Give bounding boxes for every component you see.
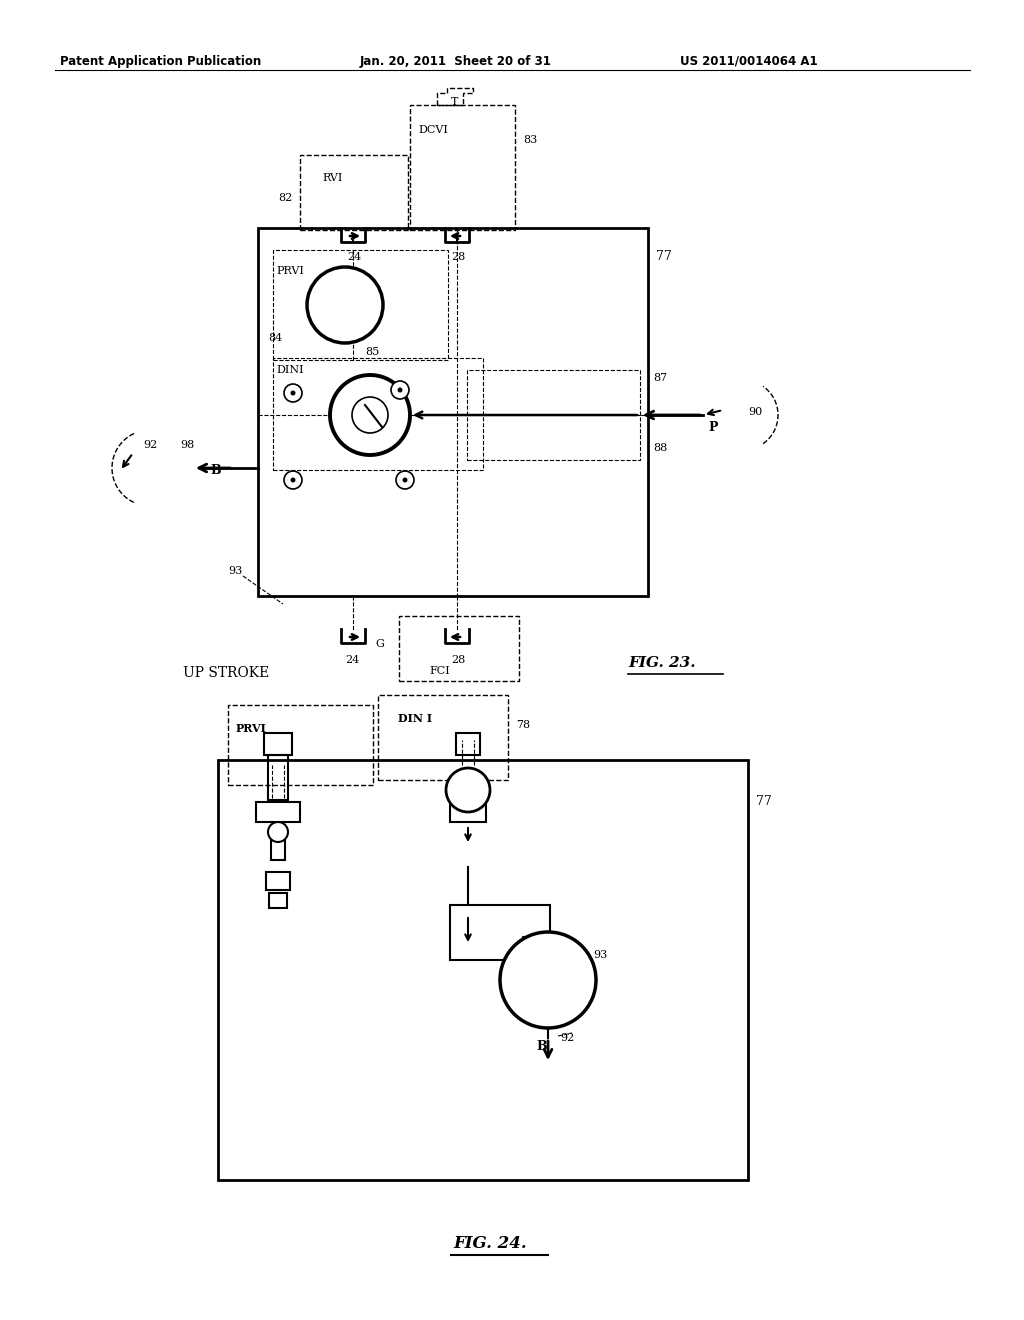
Text: 84: 84 [268, 333, 283, 343]
Text: 87: 87 [653, 374, 667, 383]
Text: 77: 77 [656, 249, 672, 263]
Text: 92: 92 [143, 440, 158, 450]
Text: FIG. 24.: FIG. 24. [453, 1236, 526, 1251]
Circle shape [284, 471, 302, 488]
Text: FCI: FCI [429, 667, 450, 676]
Text: 92: 92 [560, 1034, 574, 1043]
Text: 93: 93 [228, 566, 243, 576]
Circle shape [284, 384, 302, 403]
Text: P: P [708, 421, 718, 434]
Bar [378, 696, 508, 780]
Text: 82: 82 [278, 193, 292, 203]
Text: 24: 24 [347, 252, 361, 261]
Text: 24: 24 [345, 655, 359, 665]
Circle shape [402, 478, 408, 483]
Circle shape [268, 822, 288, 842]
Bar [264, 733, 292, 755]
Bar [268, 755, 288, 800]
Text: 28: 28 [451, 655, 465, 665]
Bar [271, 825, 285, 861]
Text: 90: 90 [748, 407, 762, 417]
Bar [256, 803, 300, 822]
Text: FIG. 23.: FIG. 23. [628, 656, 695, 671]
Text: UP STROKE: UP STROKE [183, 667, 269, 680]
Text: 93: 93 [593, 950, 607, 960]
Text: US 2011/0014064 A1: US 2011/0014064 A1 [680, 55, 817, 69]
Text: 78: 78 [516, 719, 530, 730]
Circle shape [330, 375, 410, 455]
Text: DIN I: DIN I [398, 713, 432, 723]
Circle shape [446, 768, 490, 812]
Text: 88: 88 [653, 444, 668, 453]
Text: PRVI: PRVI [276, 267, 304, 276]
Text: B: B [536, 1040, 547, 1053]
Bar [273, 358, 483, 470]
Circle shape [397, 388, 402, 392]
Bar [266, 873, 290, 890]
Text: Patent Application Publication: Patent Application Publication [60, 55, 261, 69]
Text: DINI: DINI [276, 366, 304, 375]
Bar [269, 894, 287, 908]
Text: RVI: RVI [322, 173, 342, 183]
Bar [300, 154, 408, 230]
Bar [218, 760, 748, 1180]
Text: DCVI: DCVI [418, 125, 447, 135]
Bar [410, 106, 515, 230]
Bar [228, 705, 373, 785]
Circle shape [291, 478, 296, 483]
Text: PRVI: PRVI [236, 723, 267, 734]
Text: T: T [451, 96, 459, 107]
Text: 98: 98 [180, 440, 195, 450]
Circle shape [291, 391, 296, 396]
Bar [467, 370, 640, 459]
Bar [258, 228, 648, 597]
Circle shape [391, 381, 409, 399]
Text: 85: 85 [365, 347, 379, 356]
Text: G: G [375, 639, 384, 649]
Bar [273, 249, 449, 360]
Text: 83: 83 [523, 135, 538, 145]
Text: B: B [210, 465, 220, 477]
Bar [456, 733, 480, 755]
Text: 7: 7 [538, 990, 555, 1014]
Bar [450, 906, 550, 960]
Text: 77: 77 [756, 795, 772, 808]
Text: 28: 28 [451, 252, 465, 261]
Bar [450, 777, 486, 822]
Bar [399, 616, 519, 681]
Circle shape [307, 267, 383, 343]
Text: Jan. 20, 2011  Sheet 20 of 31: Jan. 20, 2011 Sheet 20 of 31 [360, 55, 552, 69]
Circle shape [396, 471, 414, 488]
Circle shape [352, 397, 388, 433]
Circle shape [500, 932, 596, 1028]
